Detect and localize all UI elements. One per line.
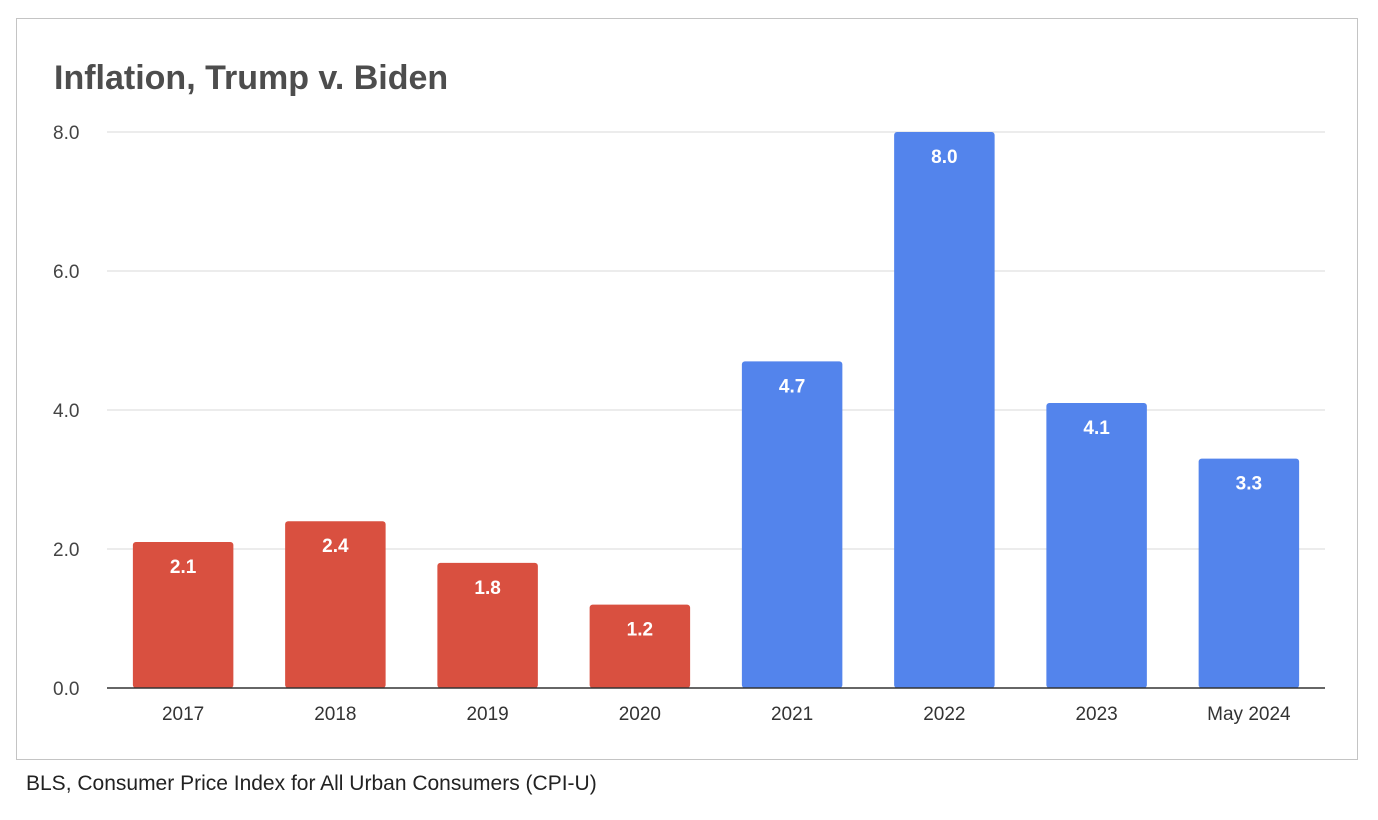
- chart-title: Inflation, Trump v. Biden: [54, 59, 448, 97]
- bar-data-label: 4.1: [1083, 418, 1110, 439]
- axes: 0.0 2.0 4.0 6.0 8.0 2017 2018 2019 2020 2021 2022 2…: [53, 123, 1325, 725]
- chart-container: Inflation, Trump v. Biden 2.1 2.4 1.8 1.2 4.…: [16, 18, 1358, 760]
- bars: [132, 132, 1300, 688]
- y-tick-label: 2.0: [53, 540, 79, 561]
- y-tick-label: 0.0: [53, 679, 79, 700]
- bar: [437, 562, 538, 688]
- bar-data-label: 4.7: [779, 376, 805, 397]
- x-tick-label: 2017: [162, 704, 204, 725]
- bar: [894, 132, 995, 688]
- y-tick-label: 6.0: [53, 262, 79, 283]
- y-tick-label: 8.0: [53, 123, 79, 144]
- bar-chart: Inflation, Trump v. Biden 2.1 2.4 1.8 1.2 4.…: [53, 59, 1325, 725]
- bar: [589, 604, 691, 688]
- x-tick-label: 2021: [771, 704, 813, 725]
- bar-data-label: 1.8: [474, 578, 500, 599]
- bar: [132, 542, 234, 688]
- bar: [741, 361, 843, 688]
- x-tick-label: May 2024: [1207, 704, 1291, 725]
- x-tick-label: 2019: [466, 704, 508, 725]
- bar: [1198, 458, 1300, 688]
- bar-data-label: 3.3: [1236, 474, 1262, 495]
- x-tick-label: 2018: [314, 704, 356, 725]
- source-caption: BLS, Consumer Price Index for All Urban …: [26, 772, 597, 795]
- bar: [285, 521, 386, 688]
- x-tick-label: 2023: [1075, 704, 1117, 725]
- x-tick-label: 2022: [923, 704, 965, 725]
- bar-data-label: 1.2: [627, 620, 653, 641]
- x-tick-label: 2020: [619, 704, 661, 725]
- bar: [1046, 403, 1147, 688]
- bar-data-label: 2.1: [170, 557, 197, 578]
- bar-data-label: 2.4: [322, 536, 349, 557]
- y-tick-label: 4.0: [53, 401, 79, 422]
- data-labels: 2.1 2.4 1.8 1.2 4.7 8.0 4.1 3.3: [170, 147, 1262, 641]
- bar-data-label: 8.0: [931, 147, 957, 168]
